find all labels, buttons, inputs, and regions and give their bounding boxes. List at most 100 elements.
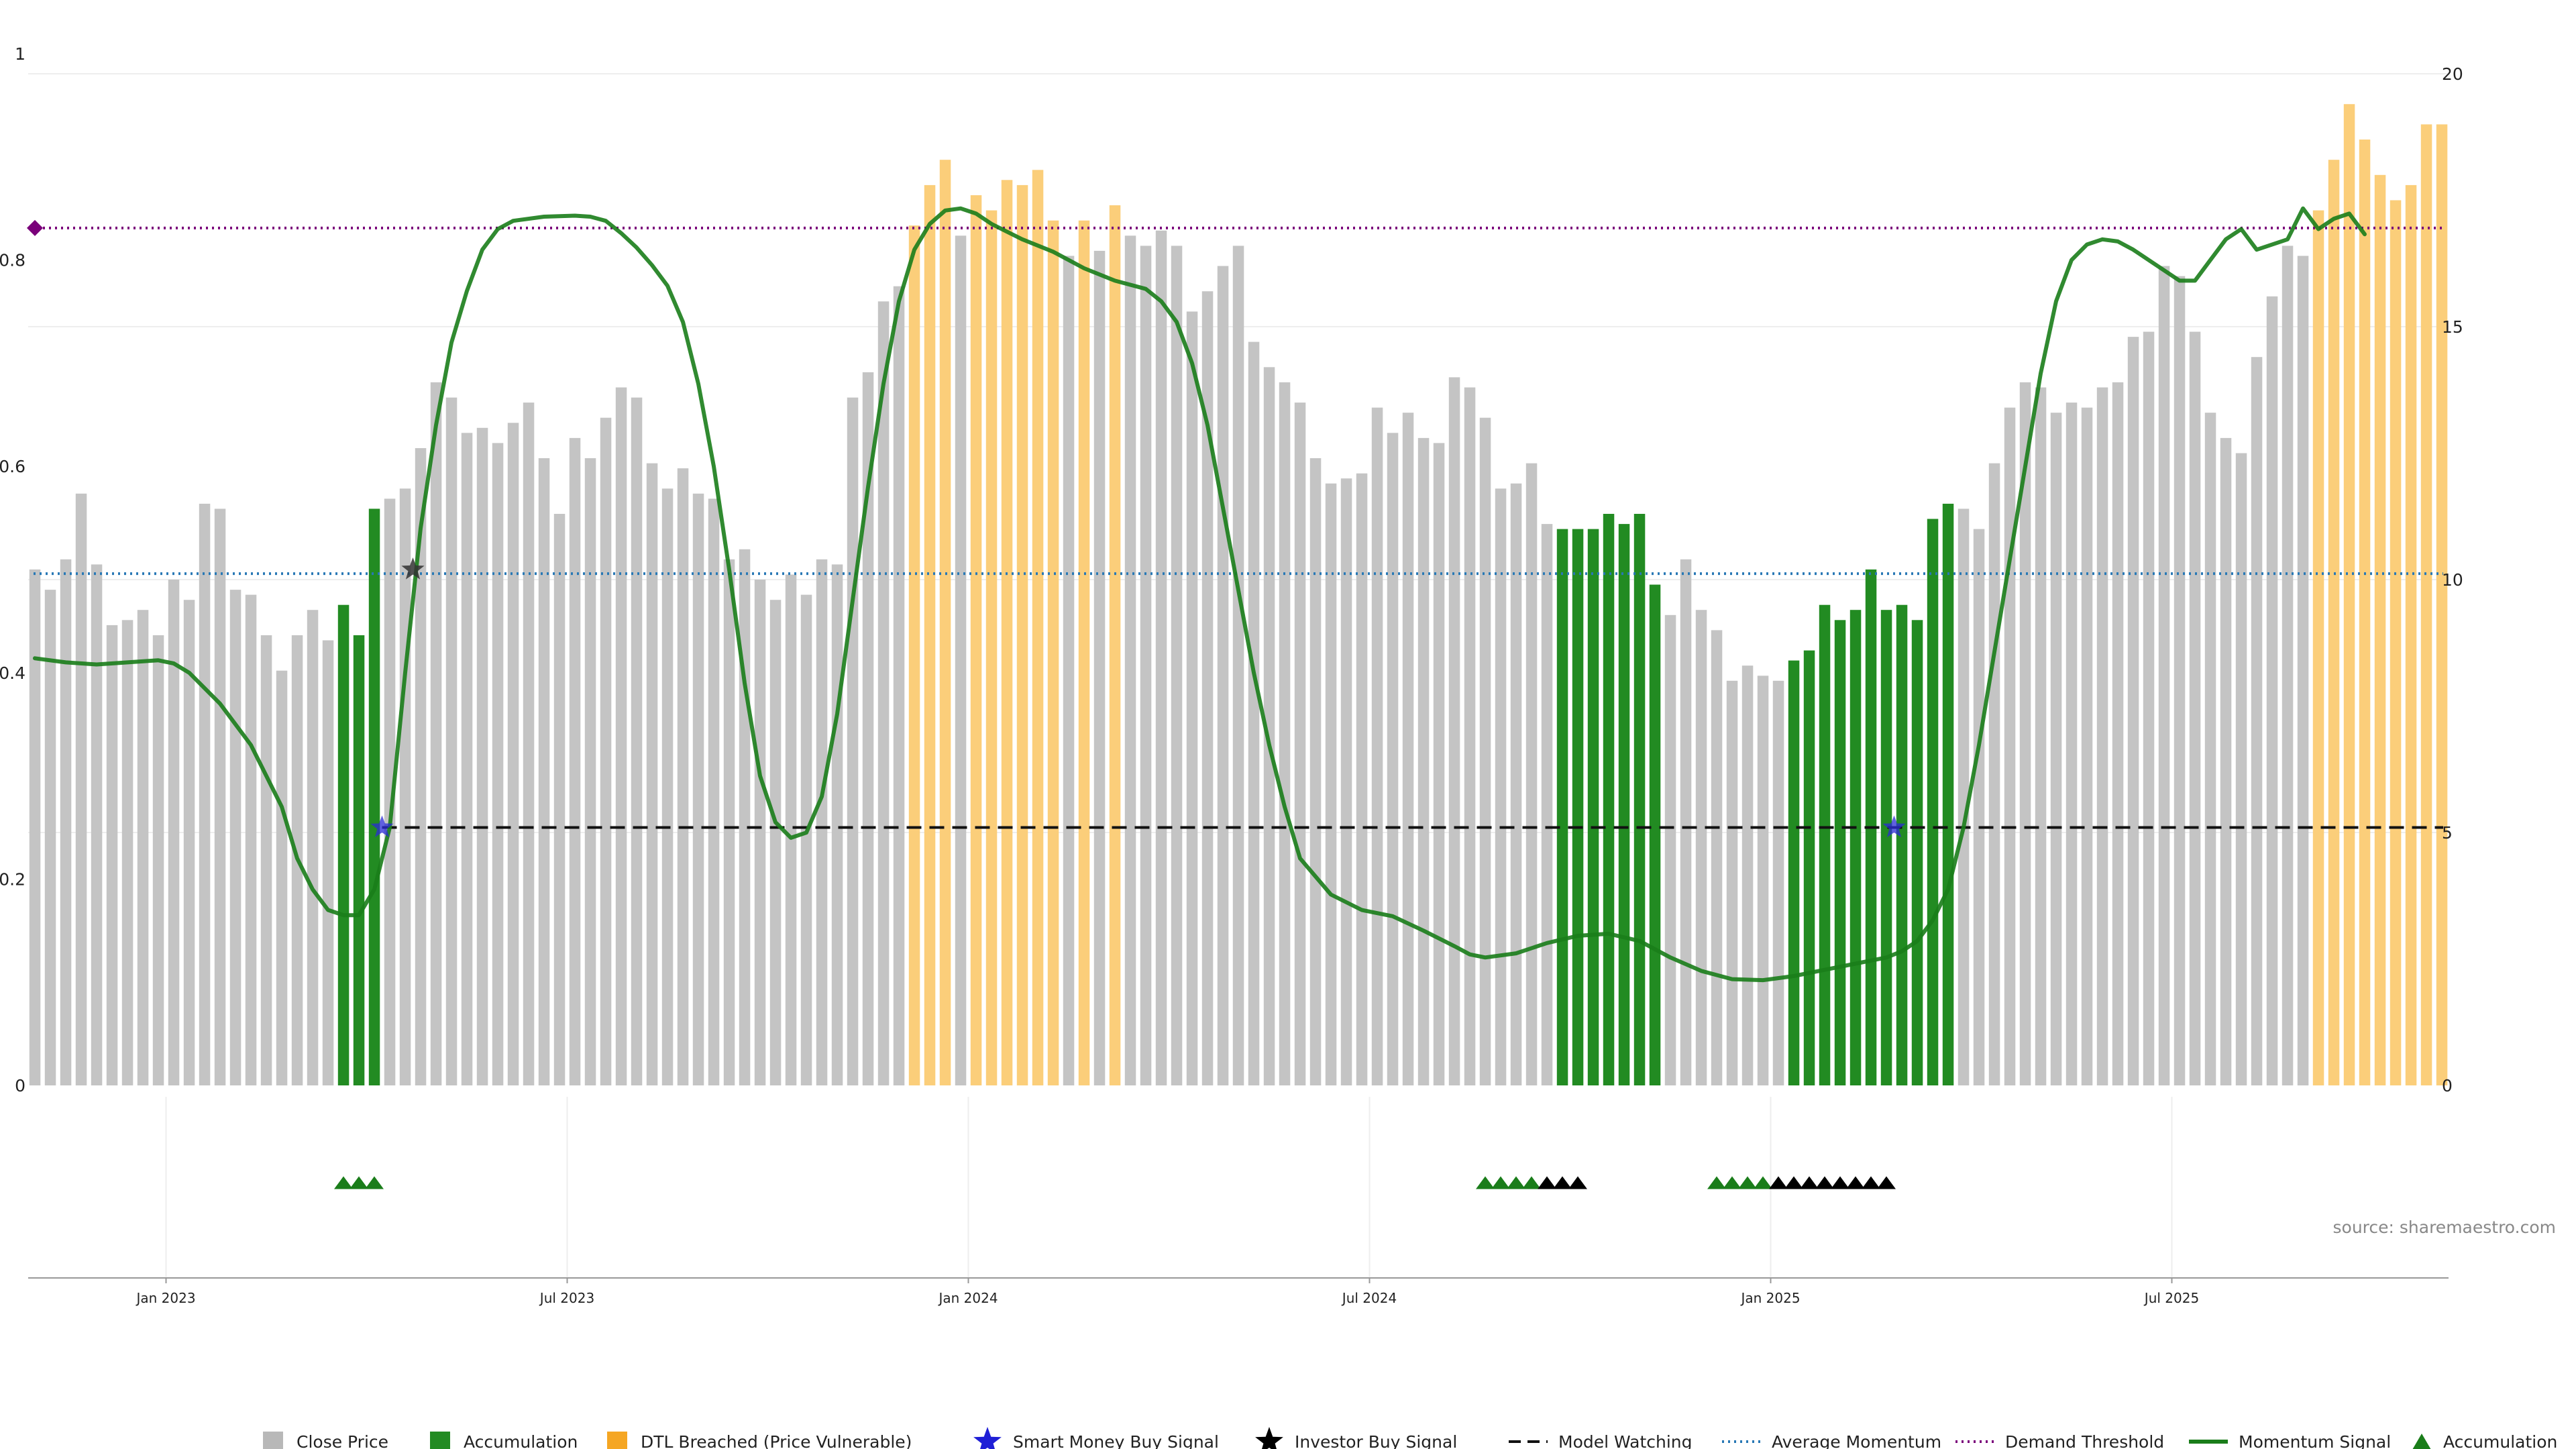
- price-bar-gray: [44, 590, 56, 1085]
- right-axis-tick-label: 0: [2442, 1076, 2453, 1095]
- price-bar-gray: [1217, 266, 1229, 1085]
- price-bar-gray: [106, 625, 118, 1085]
- price-bar-gray: [1757, 676, 1769, 1085]
- legend-item: Accumulation: [430, 1432, 578, 1449]
- price-bar-gray: [245, 594, 257, 1085]
- price-bar-gray: [661, 488, 674, 1085]
- x-axis-tick-label: Jul 2023: [539, 1290, 594, 1306]
- accumulation-marker-green: [1738, 1176, 1757, 1189]
- x-axis-tick-label: Jul 2025: [2143, 1290, 2199, 1306]
- price-bar-orange: [2343, 104, 2355, 1086]
- legend-label: Demand Threshold: [2005, 1432, 2164, 1449]
- price-bar-gray: [553, 514, 566, 1085]
- price-bar-green: [353, 635, 365, 1085]
- price-bar-green: [1849, 610, 1862, 1085]
- price-bar-gray: [862, 372, 874, 1085]
- accumulation-marker-black: [1831, 1176, 1849, 1189]
- price-bar-gray: [1741, 665, 1754, 1085]
- price-bar-orange: [1001, 180, 1013, 1085]
- accumulation-marker-black: [1568, 1176, 1587, 1189]
- price-bar-gray: [1525, 463, 1538, 1085]
- price-bar-green: [1803, 650, 1815, 1085]
- price-bar-gray: [476, 427, 488, 1085]
- price-bar-gray: [1124, 235, 1136, 1085]
- right-axis-tick-label: 20: [2442, 64, 2463, 84]
- right-axis-tick-label: 10: [2442, 570, 2463, 590]
- legend-item: Momentum Signal: [2189, 1432, 2391, 1449]
- price-bar-gray: [507, 423, 519, 1085]
- price-bar-gray: [877, 301, 890, 1085]
- legend-label: Close Price: [297, 1432, 388, 1449]
- price-bar-orange: [985, 210, 998, 1086]
- legend-item: DTL Breached (Price Vulnerable): [607, 1432, 912, 1449]
- price-bar-orange: [2359, 140, 2371, 1085]
- x-axis-tick-label: Jan 2023: [135, 1290, 195, 1306]
- legend-swatch: [607, 1432, 627, 1449]
- price-bar-orange: [1032, 170, 1044, 1085]
- investor-buy-signal-star: [401, 557, 425, 580]
- price-bar-orange: [908, 225, 920, 1086]
- legend-item: Accumulation: [2412, 1432, 2557, 1449]
- price-bar-gray: [1093, 250, 1106, 1085]
- accumulation-marker-black: [1538, 1176, 1556, 1189]
- price-bar-gray: [2204, 413, 2216, 1085]
- accumulation-marker-black: [1553, 1176, 1572, 1189]
- price-bar-green: [1633, 514, 1646, 1085]
- price-bar-green: [1834, 620, 1846, 1085]
- price-bar-gray: [1387, 433, 1399, 1085]
- left-axis-tick-label: 0: [15, 1076, 25, 1095]
- accumulation-marker-green: [1507, 1176, 1525, 1189]
- price-bar-green: [337, 604, 350, 1085]
- price-bar-gray: [415, 448, 427, 1085]
- price-bar-green: [1587, 529, 1599, 1085]
- price-bar-gray: [430, 382, 442, 1085]
- price-bar-gray: [1325, 483, 1337, 1085]
- price-bar-orange: [1047, 220, 1059, 1086]
- left-axis-tick-label: 0.6: [0, 457, 25, 476]
- price-bar-gray: [1279, 382, 1291, 1085]
- price-bar-gray: [769, 600, 782, 1085]
- price-bar-gray: [723, 559, 735, 1085]
- price-bar-gray: [816, 559, 828, 1085]
- reference-lines: [27, 206, 2443, 983]
- price-bar-orange: [1109, 205, 1121, 1085]
- right-axis-tick-label: 5: [2442, 823, 2453, 843]
- price-bar-green: [368, 508, 380, 1085]
- price-bar-gray: [631, 397, 643, 1085]
- price-bar-gray: [847, 397, 859, 1085]
- legend-swatch: [263, 1432, 283, 1449]
- price-bar-gray: [1356, 473, 1368, 1085]
- price-bar-gray: [199, 503, 211, 1085]
- price-bar-gray: [384, 498, 396, 1085]
- price-bar-green: [1556, 529, 1568, 1085]
- price-bar-gray: [1448, 377, 1460, 1085]
- accumulation-marker-black: [1877, 1176, 1896, 1189]
- price-bar-gray: [168, 580, 180, 1085]
- legend-item: Smart Money Buy Signal: [973, 1427, 1219, 1449]
- price-bar-gray: [1726, 680, 1738, 1085]
- price-bar-gray: [754, 580, 766, 1085]
- accumulation-marker-green: [334, 1176, 353, 1189]
- price-bar-gray: [1680, 559, 1692, 1085]
- price-bar-gray: [1695, 610, 1707, 1085]
- price-bar-gray: [2004, 407, 2016, 1085]
- price-bar-gray: [307, 610, 319, 1085]
- price-bar-gray: [677, 468, 689, 1085]
- price-bar-orange: [2374, 174, 2386, 1085]
- price-bar-gray: [1171, 246, 1183, 1085]
- left-axis-tick-label: 0.4: [0, 663, 25, 683]
- x-axis-tick-label: Jul 2024: [1341, 1290, 1397, 1306]
- price-bar-gray: [1294, 402, 1306, 1085]
- left-axis-tick-label: 0.2: [0, 869, 25, 889]
- price-bar-gray: [1140, 246, 1152, 1085]
- price-bar-orange: [2420, 124, 2432, 1085]
- price-bar-gray: [1479, 417, 1491, 1085]
- price-bar-gray: [2050, 413, 2062, 1085]
- price-bar-gray: [214, 508, 226, 1085]
- accumulation-marker-green: [1491, 1176, 1510, 1189]
- price-bar-gray: [2266, 296, 2278, 1085]
- price-bar-gray: [60, 559, 72, 1085]
- price-bar-green: [1618, 524, 1630, 1085]
- price-bar-gray: [229, 590, 241, 1085]
